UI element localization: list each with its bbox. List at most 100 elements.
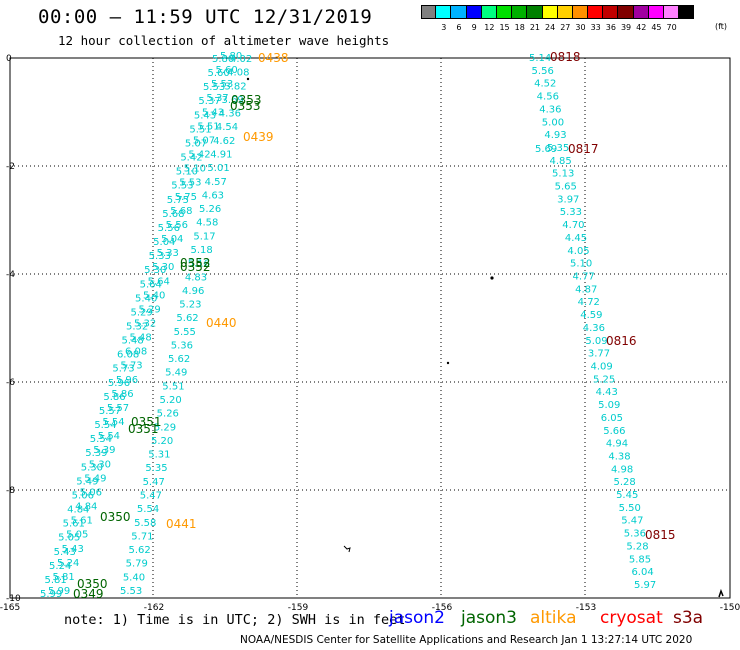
swh-value-label: 6.08 bbox=[117, 350, 139, 361]
swh-value-label: 5.36 bbox=[171, 340, 193, 351]
island-marker bbox=[490, 276, 494, 280]
swh-value-label: 5.35 bbox=[547, 143, 569, 154]
swh-value-label: 5.53 bbox=[203, 82, 225, 93]
wave-height-color-scale: 3 6 9 12 15 18 21 24 27 30 33 36 39 42 45 70 bbox=[421, 5, 695, 32]
scale-bin: 70 bbox=[664, 5, 680, 32]
swh-value-label: 5.68 bbox=[162, 209, 184, 220]
swh-value-label: 4.62 bbox=[213, 136, 235, 147]
swh-value-label: 4.05 bbox=[567, 246, 589, 257]
x-tick-label: -162 bbox=[144, 603, 164, 613]
scale-swatch bbox=[679, 5, 695, 19]
swh-value-label: 5.30 bbox=[89, 459, 111, 470]
swh-value-label: 5.54 bbox=[94, 420, 116, 431]
scale-swatch bbox=[603, 5, 619, 19]
swh-value-label: 4.63 bbox=[202, 190, 224, 201]
swh-value-label: 5.39 bbox=[93, 445, 115, 456]
scale-bin: 36 bbox=[603, 5, 619, 32]
swh-value-label: 4.36 bbox=[539, 104, 561, 115]
swh-value-label: 5.80 bbox=[212, 54, 234, 65]
swh-value-label: 4.02 bbox=[230, 54, 252, 65]
swh-value-label: 5.48 bbox=[121, 336, 143, 347]
swh-value-label: 5.25 bbox=[593, 374, 615, 385]
swh-value-label: 5.26 bbox=[199, 204, 221, 215]
x-tick-label: -150 bbox=[720, 603, 740, 613]
scale-swatch bbox=[421, 5, 437, 19]
time-label-jason3: 0353 bbox=[231, 93, 262, 107]
time-label-altika: 0441 bbox=[166, 517, 197, 531]
scale-swatch bbox=[542, 5, 558, 19]
scale-bin: 9 bbox=[466, 5, 482, 32]
time-label-jason3: 0353 bbox=[230, 99, 261, 113]
scale-bin: 21 bbox=[527, 5, 543, 32]
swh-value-label: 5.57 bbox=[99, 406, 121, 417]
scale-label: 42 bbox=[636, 23, 647, 32]
y-tick-label: -10 bbox=[6, 594, 21, 604]
swh-value-label: 5.64 bbox=[148, 276, 170, 287]
swh-value-label: 5.79 bbox=[126, 559, 148, 570]
swh-value-label: 6.08 bbox=[125, 347, 147, 358]
swh-value-label: 3.69 bbox=[222, 95, 244, 106]
swh-value-label: 5.37 bbox=[206, 93, 228, 104]
swh-value-label: 5.10 bbox=[570, 259, 592, 270]
swh-value-label: 5.14 bbox=[529, 53, 551, 64]
x-tick-label: -156 bbox=[432, 603, 453, 613]
island-marker bbox=[246, 77, 250, 81]
scale-bin: 27 bbox=[557, 5, 573, 32]
swh-value-label: 6.05 bbox=[601, 413, 623, 424]
swh-value-label: 5.68 bbox=[170, 206, 192, 217]
swh-value-label: 5.05 bbox=[58, 533, 80, 544]
swh-value-label: 5.40 bbox=[135, 293, 157, 304]
swh-value-label: 3.77 bbox=[588, 349, 610, 360]
swh-value-label: 4.85 bbox=[549, 156, 571, 167]
swh-value-label: 4.54 bbox=[216, 122, 238, 133]
swh-value-label: 4.72 bbox=[578, 297, 600, 308]
swh-value-label: 5.50 bbox=[619, 503, 641, 514]
swh-value-label: 5.24 bbox=[49, 561, 71, 572]
scale-swatch bbox=[466, 5, 482, 19]
swh-value-label: 5.53 bbox=[171, 181, 193, 192]
swh-value-label: 5.07 bbox=[185, 138, 207, 149]
y-tick-label: -6 bbox=[6, 378, 15, 388]
scale-swatch bbox=[572, 5, 589, 19]
x-tick-label: -159 bbox=[288, 603, 309, 613]
scale-label: 21 bbox=[529, 23, 540, 32]
time-label-altika: 0439 bbox=[243, 130, 274, 144]
swh-value-label: 4.84 bbox=[75, 502, 97, 513]
credit-line: NOAA/NESDIS Center for Satellite Applica… bbox=[240, 634, 693, 646]
time-label-jason3: 0352 bbox=[180, 260, 211, 274]
swh-value-label: 4.09 bbox=[590, 361, 612, 372]
swh-value-label: 5.13 bbox=[552, 169, 574, 180]
swh-value-label: 5.28 bbox=[614, 477, 636, 488]
swh-value-label: 5.54 bbox=[98, 431, 120, 442]
swh-value-label: 4.57 bbox=[205, 177, 227, 188]
swh-value-label: 4.58 bbox=[196, 218, 218, 229]
scale-swatch bbox=[618, 5, 634, 19]
scale-unit: (ft) bbox=[715, 22, 728, 31]
scale-label: 3 bbox=[441, 23, 447, 32]
swh-value-label: 5.43 bbox=[54, 547, 76, 558]
swh-value-label: 5.96 bbox=[116, 375, 138, 386]
swh-value-label: 4.36 bbox=[219, 109, 241, 120]
x-tick-label: -165 bbox=[0, 603, 20, 613]
swh-value-label: 4.36 bbox=[583, 323, 605, 334]
swh-value-label: 5.33 bbox=[149, 251, 171, 262]
legend-jason3: jason3 bbox=[461, 608, 517, 628]
map-title: 00:00 – 11:59 UTC 12/31/2019 bbox=[38, 6, 373, 28]
swh-value-label: 5.86 bbox=[111, 389, 133, 400]
scale-bin: 6 bbox=[451, 5, 467, 32]
swh-value-label: 4.56 bbox=[537, 92, 559, 103]
swh-value-label: 5.31 bbox=[148, 450, 170, 461]
swh-value-label: 5.61 bbox=[63, 519, 85, 530]
swh-value-label: 5.43 bbox=[62, 544, 84, 555]
swh-value-label: 5.29 bbox=[139, 304, 161, 315]
swh-value-label: 5.04 bbox=[153, 237, 175, 248]
island-marker bbox=[343, 545, 351, 553]
swh-value-label: 4.98 bbox=[611, 464, 633, 475]
legend-s3a: s3a bbox=[673, 608, 704, 628]
swh-value-label: 4.94 bbox=[606, 439, 628, 450]
scale-label: 45 bbox=[651, 23, 662, 32]
scale-label: 70 bbox=[666, 23, 677, 32]
scale-bin: 39 bbox=[618, 5, 634, 32]
scale-bin: 33 bbox=[588, 5, 604, 32]
